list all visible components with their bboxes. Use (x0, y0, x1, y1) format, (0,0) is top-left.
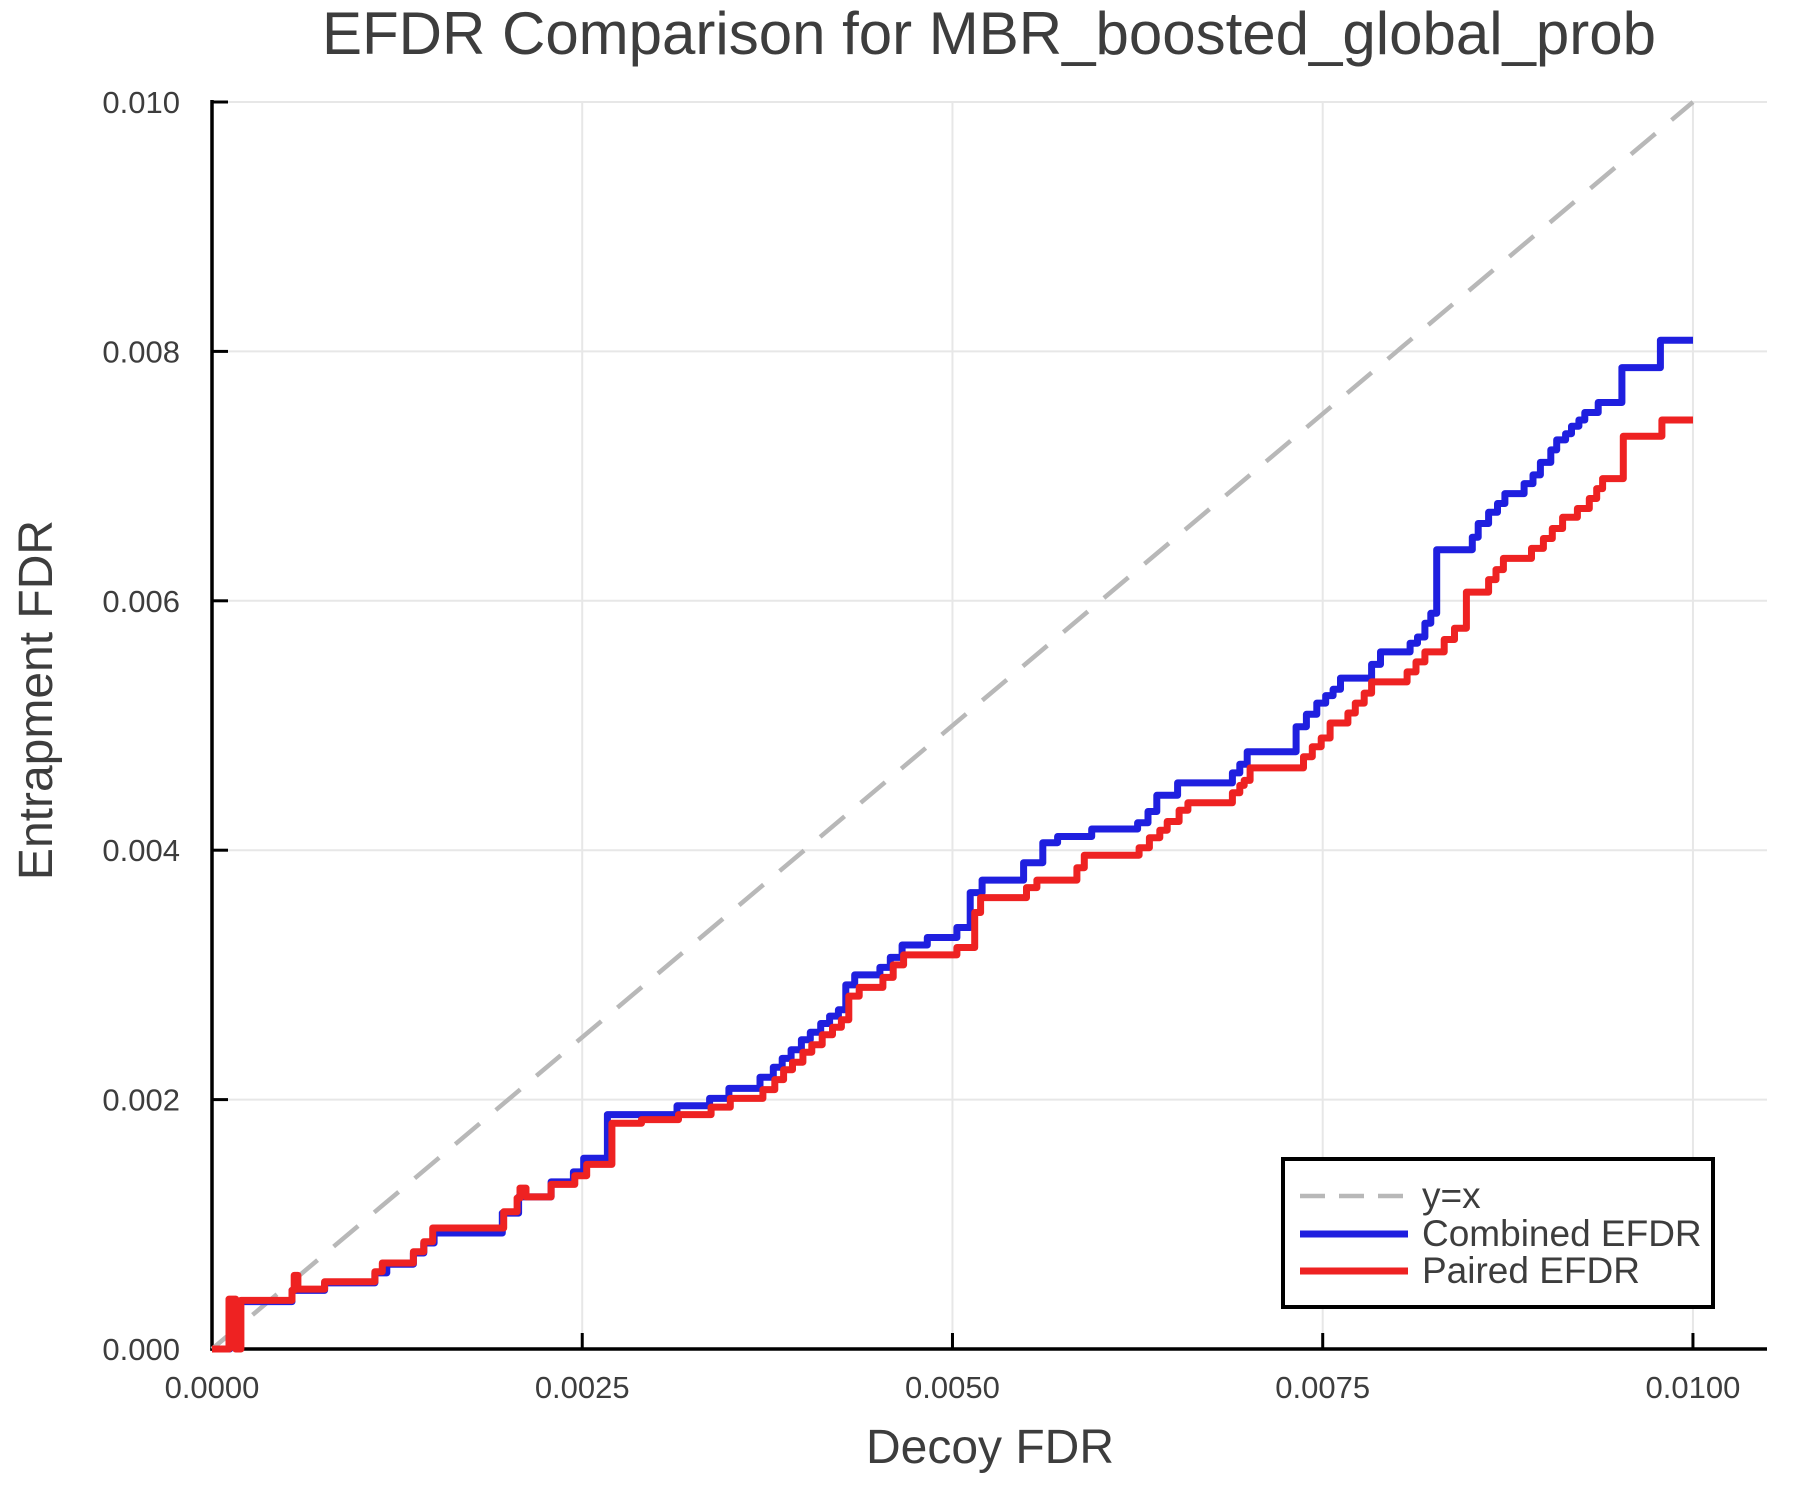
legend-label-paired: Paired EFDR (1422, 1250, 1640, 1291)
x-tick-label: 0.0075 (1275, 1370, 1370, 1405)
y-tick-labels: 0.000 0.002 0.004 0.006 0.008 0.010 (102, 85, 180, 1367)
x-tick-labels: 0.0000 0.0025 0.0050 0.0075 0.0100 (165, 1370, 1741, 1405)
y-tick-label: 0.002 (102, 1083, 180, 1118)
y-tick-label: 0.010 (102, 85, 180, 120)
paired-efdr-line (212, 416, 1693, 1353)
y-tick-label: 0.000 (102, 1332, 180, 1367)
y-tick-label: 0.004 (102, 833, 180, 868)
legend-label-combined: Combined EFDR (1422, 1213, 1702, 1254)
vertical-gridlines (581, 102, 1694, 1349)
chart-title: EFDR Comparison for MBR_boosted_global_p… (322, 0, 1656, 67)
x-axis-label: Decoy FDR (866, 1421, 1114, 1474)
x-tick-label: 0.0100 (1646, 1370, 1741, 1405)
yx-reference-line (210, 100, 1695, 1351)
x-tick-label: 0.0050 (905, 1370, 1000, 1405)
horizontal-gridlines (212, 101, 1767, 1101)
x-tick-label: 0.0025 (535, 1370, 630, 1405)
x-tick-label: 0.0000 (165, 1370, 260, 1405)
plot-series (210, 100, 1695, 1353)
y-tick-label: 0.006 (102, 584, 180, 619)
y-tick-label: 0.008 (102, 334, 180, 369)
legend: y=x Combined EFDR Paired EFDR (1281, 1157, 1715, 1309)
legend-label-yx: y=x (1422, 1175, 1481, 1216)
y-axis-label: Entrapment FDR (10, 520, 63, 880)
